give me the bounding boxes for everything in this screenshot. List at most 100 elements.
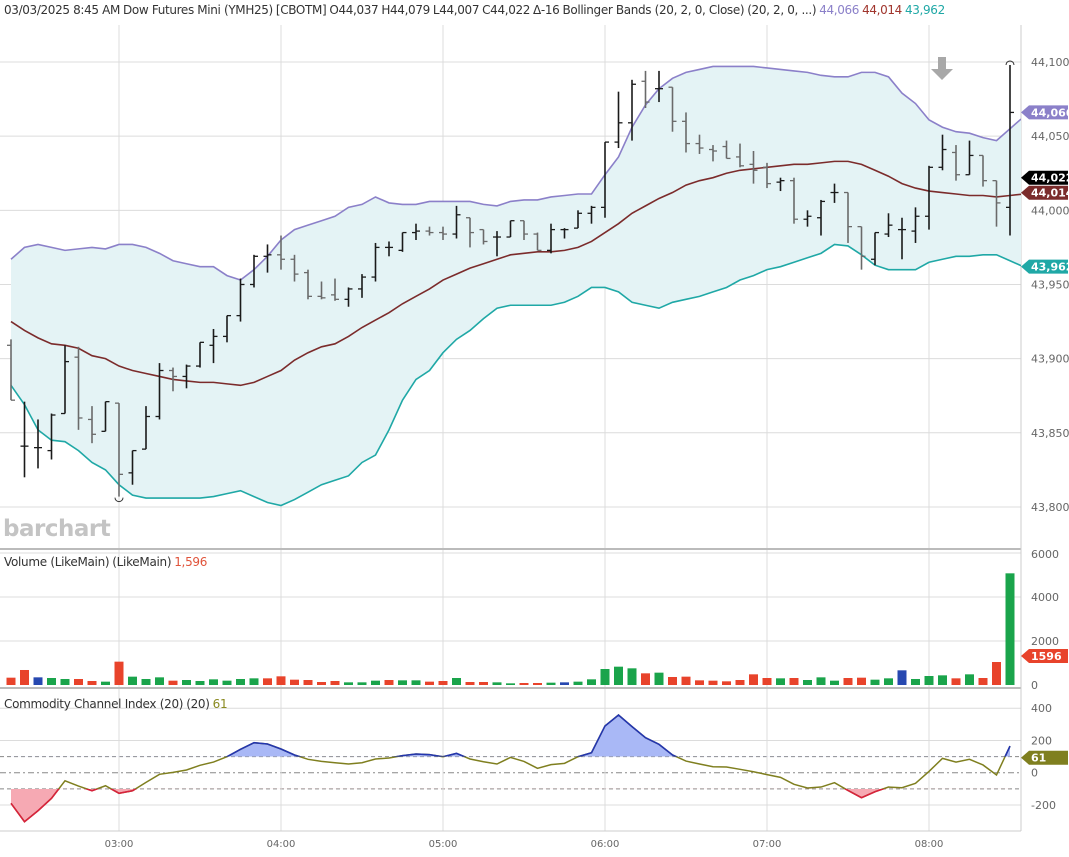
volume-plot	[6, 573, 1015, 685]
volume-bar	[776, 678, 785, 685]
ohlc-bar	[952, 145, 960, 181]
barchart-logo: barchart	[3, 516, 111, 542]
volume-bar	[384, 680, 394, 685]
volume-bar	[668, 676, 677, 685]
price-axis-tick: 44,000	[1031, 204, 1069, 217]
volume-bar	[155, 677, 164, 685]
ohlc-bar	[61, 345, 69, 415]
price-plot	[7, 64, 1021, 507]
header-low: L44,007	[432, 3, 480, 17]
ohlc-bar	[88, 406, 96, 444]
cci-axis-tick: -200	[1031, 799, 1056, 812]
volume-bar	[695, 680, 704, 685]
volume-bar	[438, 680, 448, 685]
ohlc-bar	[695, 134, 704, 154]
bollinger-middle-line	[10, 160, 1021, 387]
volume-bar	[411, 680, 421, 685]
ohlc-bar	[439, 226, 447, 240]
volume-bar	[317, 682, 326, 685]
ohlc-bar	[398, 231, 407, 252]
volume-bar	[1005, 573, 1015, 685]
price-axis-tick: 44,100	[1031, 56, 1069, 69]
volume-bar	[641, 673, 650, 685]
bb-middle-tag-text: 44,014	[1031, 187, 1069, 200]
volume-bar	[60, 678, 70, 685]
time-axis-tick: 06:00	[591, 839, 620, 850]
volume-bar	[965, 674, 974, 685]
price-axis-tick: 43,850	[1031, 427, 1069, 440]
volume-bar	[870, 679, 880, 685]
volume-bar	[141, 678, 151, 685]
volume-bar	[276, 676, 286, 685]
volume-bar	[803, 680, 812, 685]
ohlc-bar	[979, 154, 987, 187]
header-symbol[interactable]: Dow Futures Mini (YMH25)	[123, 3, 273, 17]
volume-bar	[222, 680, 232, 685]
volume-bar	[614, 666, 623, 685]
volume-value-tag-text: 1596	[1031, 650, 1062, 663]
volume-bar	[371, 680, 380, 685]
time-axis-tick: 05:00	[429, 839, 458, 850]
header-high: H44,079	[381, 3, 430, 17]
session-low-marker	[114, 497, 124, 503]
ohlc-bar	[884, 213, 893, 238]
volume-params: (LikeMain)	[112, 555, 172, 569]
cci-value-tag: 61	[1021, 750, 1068, 765]
chart-header: 03/03/2025 8:45 AM Dow Futures Mini (YMH2…	[4, 3, 948, 17]
ohlc-bar	[1006, 64, 1014, 236]
bb-middle-tag: 44,014	[1021, 185, 1069, 200]
cci-overbought-line	[225, 713, 1011, 757]
ohlc-bar	[601, 141, 609, 218]
volume-value: 1,596	[174, 555, 208, 569]
time-axis-tick: 08:00	[915, 839, 944, 850]
volume-bar	[722, 681, 731, 685]
ohlc-bar	[655, 70, 663, 103]
ohlc-bar	[493, 231, 501, 257]
volume-bar	[911, 678, 920, 685]
header-open: O44,037	[329, 3, 379, 17]
volume-bar	[830, 680, 839, 685]
header-change: Δ-16	[533, 3, 560, 17]
volume-bar	[114, 661, 124, 685]
ohlc-bar	[587, 205, 596, 224]
bb-upper-tag-text: 44,066	[1031, 106, 1069, 119]
ohlc-bar	[236, 278, 245, 322]
bb-lower-tag-shape	[1021, 259, 1068, 274]
ohlc-bar	[857, 225, 866, 270]
volume-bar	[236, 678, 245, 685]
volume-bar	[290, 679, 299, 685]
cci-params: (20)	[186, 697, 210, 711]
ohlc-bar	[776, 177, 785, 192]
ohlc-bar	[358, 274, 366, 298]
volume-value-tag-shape	[1021, 649, 1068, 663]
ohlc-bar	[128, 449, 137, 485]
ohlc-bar	[844, 191, 852, 243]
ohlc-bar	[790, 177, 798, 224]
bollinger-band-fill	[11, 66, 1021, 506]
volume-title[interactable]: Volume (LikeMain)	[4, 555, 110, 569]
ohlc-bar	[736, 143, 744, 168]
volume-pane-title: Volume (LikeMain) (LikeMain) 1,596	[4, 555, 210, 569]
volume-bar	[87, 680, 97, 685]
volume-bar	[74, 678, 83, 685]
cci-title[interactable]: Commodity Channel Index (20)	[4, 697, 184, 711]
volume-bar	[600, 669, 610, 685]
volume-bar	[816, 677, 826, 685]
volume-bar	[452, 678, 461, 685]
volume-bar	[492, 682, 502, 685]
header-bb-middle: 44,014	[862, 3, 902, 17]
cci-overbought-fill	[227, 714, 1010, 757]
header-indicator[interactable]: Bollinger Bands (20, 2, 0, Close)	[562, 3, 745, 17]
volume-bar	[344, 682, 353, 685]
volume-bar	[654, 672, 664, 685]
volume-bar	[546, 682, 556, 685]
bb-upper-tag-shape	[1021, 105, 1068, 120]
header-indicator-params: (20, 2, 0, ...)	[747, 3, 817, 17]
volume-bar	[938, 675, 947, 685]
price-axis-tick: 43,950	[1031, 278, 1069, 291]
ohlc-bar	[250, 254, 258, 288]
ohlc-bar	[412, 223, 420, 240]
ohlc-bar	[115, 402, 123, 497]
ohlc-bar	[169, 367, 177, 392]
